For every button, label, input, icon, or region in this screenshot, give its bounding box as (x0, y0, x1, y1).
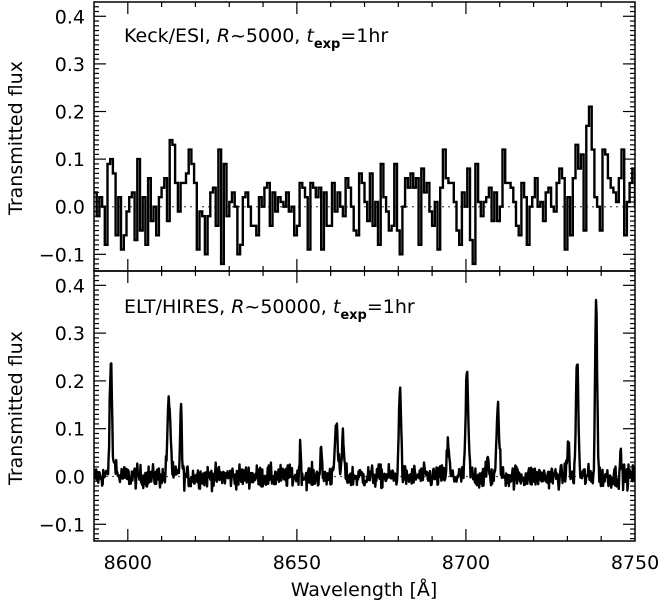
bottom-x-ticks: 8600 8650 8700 8750 (104, 271, 659, 574)
y-tick-label: 0.0 (55, 466, 85, 488)
x-axis-label: Wavelength [Å] (291, 578, 438, 601)
y-tick-label: 0.2 (55, 102, 85, 124)
y-tick-label: −0.1 (39, 244, 85, 266)
x-tick-label: 8700 (442, 552, 490, 574)
y-tick-label: 0.1 (55, 419, 85, 441)
y-tick-label: −0.1 (39, 514, 85, 536)
bottom-panel-frame (93, 270, 636, 542)
bottom-y-axis-label: Transmitted flux (5, 331, 27, 486)
bottom-y-ticks: −0.1 0.0 0.1 0.2 0.3 0.4 (39, 275, 635, 540)
y-tick-label: 0.4 (55, 275, 85, 297)
x-tick-label: 8650 (273, 552, 321, 574)
top-panel-annotation: Keck/ESI, R~5000, texp=1hr (124, 25, 388, 52)
x-tick-label: 8600 (104, 552, 152, 574)
bottom-spectrum-line (94, 298, 635, 493)
top-x-ticks (127, 2, 602, 271)
y-tick-label: 0.3 (55, 323, 85, 345)
bottom-panel-annotation: ELT/HIRES, R~50000, texp=1hr (124, 296, 415, 323)
y-tick-label: 0.2 (55, 371, 85, 393)
top-y-axis-label: Transmitted flux (5, 61, 27, 216)
y-tick-label: 0.1 (55, 149, 85, 171)
y-tick-label: 0.4 (55, 6, 85, 28)
top-y-ticks: −0.1 0.0 0.1 0.2 0.3 0.4 (39, 6, 635, 270)
top-panel-data-clip (94, 105, 635, 266)
y-tick-label: 0.3 (55, 54, 85, 76)
y-tick-label: 0.0 (55, 197, 85, 219)
bottom-panel: −0.1 0.0 0.1 0.2 0.3 0.4 8600 8650 8700 8750 ELT… (5, 271, 659, 601)
top-step-spectrum (94, 105, 635, 266)
x-tick-label: 8750 (611, 552, 659, 574)
top-panel: −0.1 0.0 0.1 0.2 0.3 0.4 Keck/ESI, R~5000, te… (5, 2, 635, 271)
